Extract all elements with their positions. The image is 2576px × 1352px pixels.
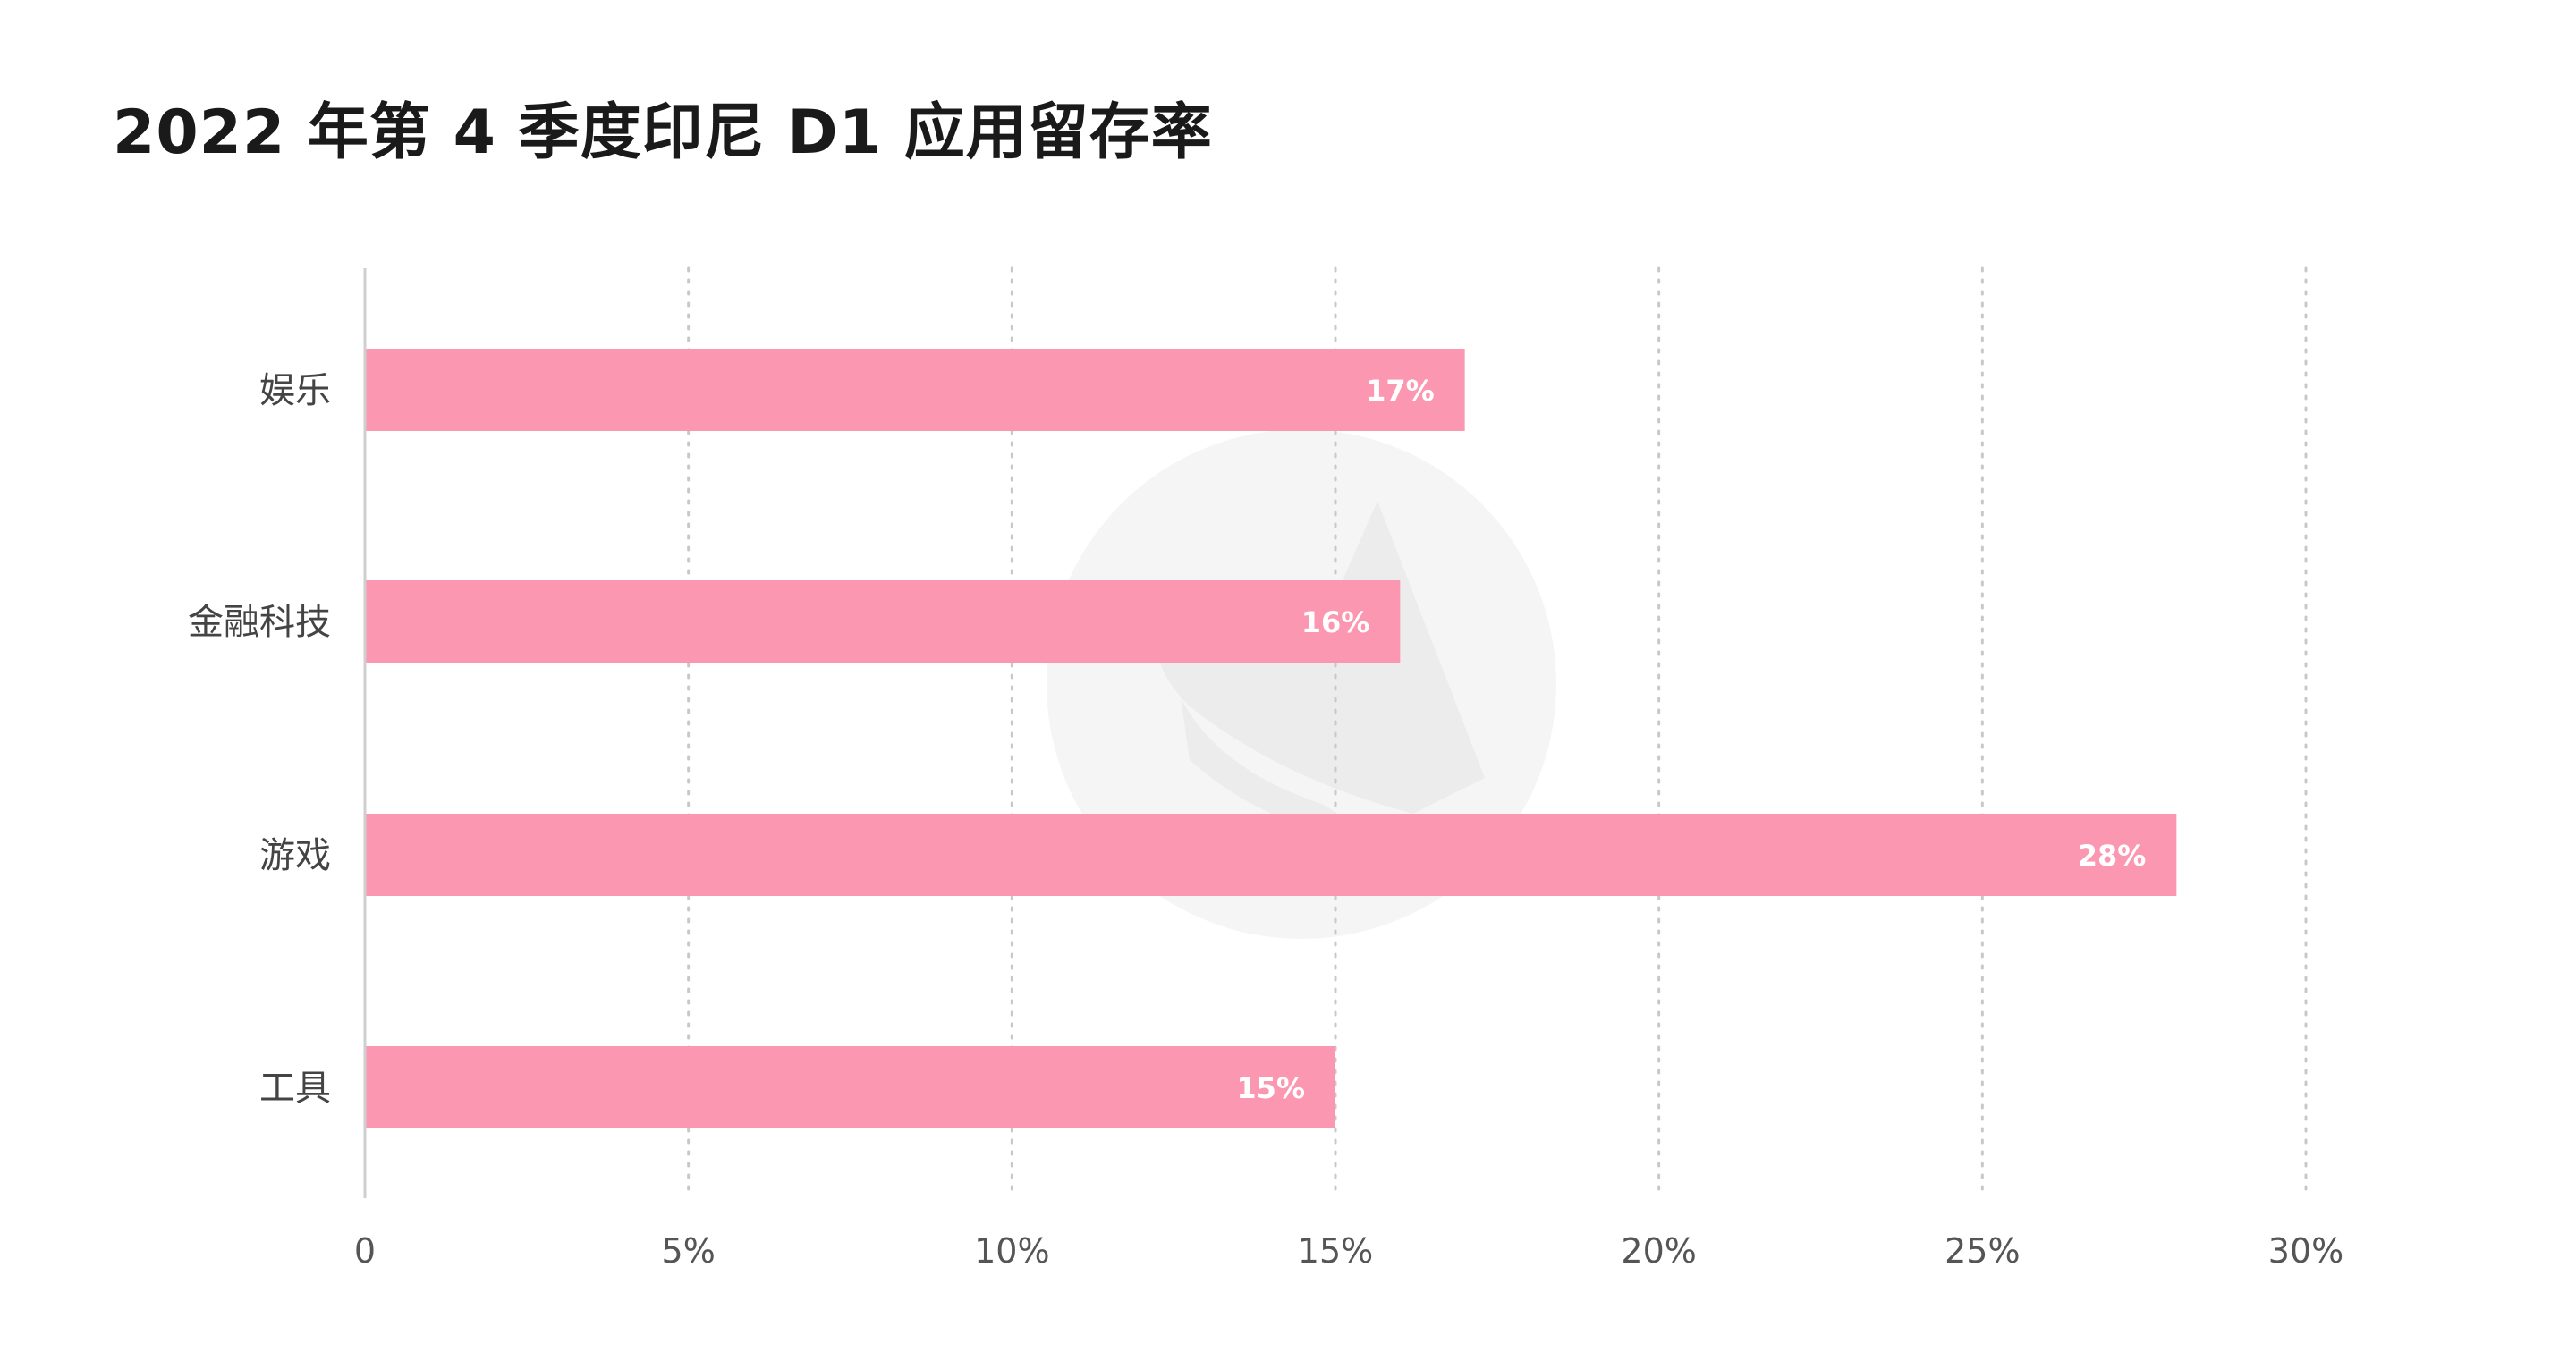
x-tick-label: 10% <box>974 1231 1049 1271</box>
x-tick-label: 30% <box>2268 1231 2343 1271</box>
bar <box>366 814 2177 896</box>
category-label: 游戏 <box>259 835 331 876</box>
bars <box>366 349 2177 1128</box>
data-labels: 17% 16% 28% 15% <box>1236 374 2146 1105</box>
data-label: 17% <box>1366 374 1435 408</box>
x-tick-label: 15% <box>1298 1231 1373 1271</box>
chart-title: 2022 年第 4 季度印尼 D1 应用留存率 <box>113 97 1213 168</box>
bar <box>366 349 1465 431</box>
category-label: 娱乐 <box>259 370 331 411</box>
x-tick-labels: 0 5% 10% 15% 20% 25% 30% <box>354 1231 2343 1271</box>
category-label: 工具 <box>259 1068 331 1109</box>
x-tick-label: 0 <box>354 1231 376 1271</box>
x-tick-label: 20% <box>1621 1231 1696 1271</box>
x-tick-label: 5% <box>662 1231 716 1271</box>
category-label: 金融科技 <box>188 602 331 643</box>
data-label: 15% <box>1236 1071 1305 1105</box>
bar <box>366 1046 1335 1128</box>
bar <box>366 580 1401 663</box>
data-label: 28% <box>2078 839 2147 873</box>
x-tick-label: 25% <box>1945 1231 2020 1271</box>
data-label: 16% <box>1301 605 1370 639</box>
